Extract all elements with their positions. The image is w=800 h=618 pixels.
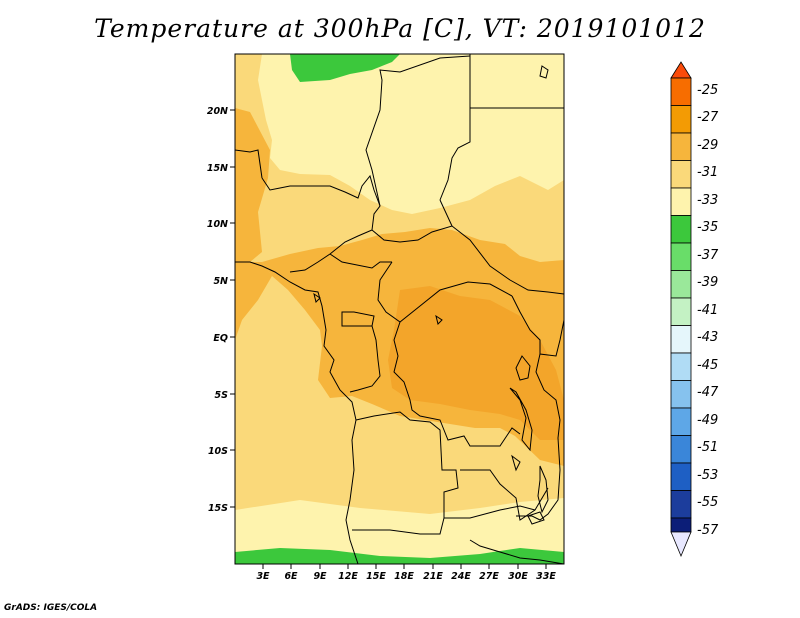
lon-label-12e: 12E (338, 571, 358, 582)
colorbar-label: -39 (697, 275, 718, 290)
longitude-axis: 3E 6E 9E 12E 15E 18E 21E 24E 27E 30E 33E (256, 564, 556, 582)
colorbar-labels: -25 -27 -29 -31 -33 -35 -37 -39 -41 -43 … (697, 83, 719, 538)
lon-label-24e: 24E (451, 571, 471, 582)
colorbar-label: -47 (697, 385, 719, 400)
colorbar-swatch (670, 517, 692, 533)
latitude-axis: 20N 15N 10N 5N EQ 5S 10S 15S (207, 106, 235, 514)
country-borders (235, 54, 564, 564)
colorbar-label: -33 (697, 193, 718, 208)
lat-label-5s: 5S (215, 390, 229, 401)
lon-label-3e: 3E (256, 571, 270, 582)
colorbar-swatch (670, 380, 692, 409)
colorbar-swatch (670, 105, 692, 134)
colorbar-swatch (670, 77, 692, 106)
map-title: Temperature at 300hPa [C], VT: 201910101… (94, 14, 706, 43)
lon-label-18e: 18E (394, 571, 414, 582)
lon-label-33e: 33E (536, 571, 556, 582)
colorbar-swatch (670, 407, 692, 436)
colorbar-label: -41 (697, 303, 718, 318)
lat-label-15s: 15S (208, 503, 228, 514)
colorbar-label: -43 (697, 330, 718, 345)
colorbar-swatch (670, 187, 692, 216)
lat-label-5n: 5N (213, 276, 228, 287)
colorbar-label: -35 (697, 220, 718, 235)
colorbar-swatch (670, 242, 692, 271)
colorbar-label: -51 (697, 440, 718, 455)
lat-label-10n: 10N (207, 219, 228, 230)
temperature-field (235, 54, 564, 564)
lon-label-30e: 30E (508, 571, 528, 582)
lon-label-9e: 9E (313, 571, 327, 582)
colorbar-swatch (670, 325, 692, 354)
colorbar-swatch (670, 490, 692, 519)
colorbar-label: -29 (697, 138, 718, 153)
colorbar-swatch (670, 132, 692, 161)
colorbar-label: -49 (697, 413, 718, 428)
map-frame (234, 53, 565, 565)
lat-label-20n: 20N (207, 106, 228, 117)
lakes (313, 65, 549, 525)
lon-label-27e: 27E (479, 571, 499, 582)
colorbar-swatch (670, 462, 692, 491)
grads-credit: GrADS: IGES/COLA (4, 603, 98, 613)
colorbar-swatch (670, 215, 692, 244)
colorbar-swatch (670, 297, 692, 326)
colorbar-label: -37 (697, 248, 719, 263)
colorbar-swatch (670, 352, 692, 381)
colorbar-swatch (670, 435, 692, 464)
colorbar-swatch (670, 270, 692, 299)
lon-label-21e: 21E (423, 571, 443, 582)
colorbar-label: -55 (697, 495, 718, 510)
colorbar-label: -25 (697, 83, 718, 98)
lon-label-15e: 15E (366, 571, 386, 582)
lat-label-eq: EQ (213, 333, 228, 344)
lon-label-6e: 6E (284, 571, 298, 582)
colorbar-label: -31 (697, 165, 718, 180)
colorbar-label: -53 (697, 468, 718, 483)
colorbar-label: -57 (697, 523, 719, 538)
colorbar-label: -45 (697, 358, 718, 373)
lat-label-15n: 15N (207, 163, 228, 174)
colorbar (670, 61, 692, 558)
colorbar-top-arrow (670, 61, 692, 79)
colorbar-bottom-arrow (670, 531, 692, 558)
lat-label-10s: 10S (208, 446, 228, 457)
colorbar-swatch (670, 160, 692, 189)
colorbar-label: -27 (697, 110, 719, 125)
